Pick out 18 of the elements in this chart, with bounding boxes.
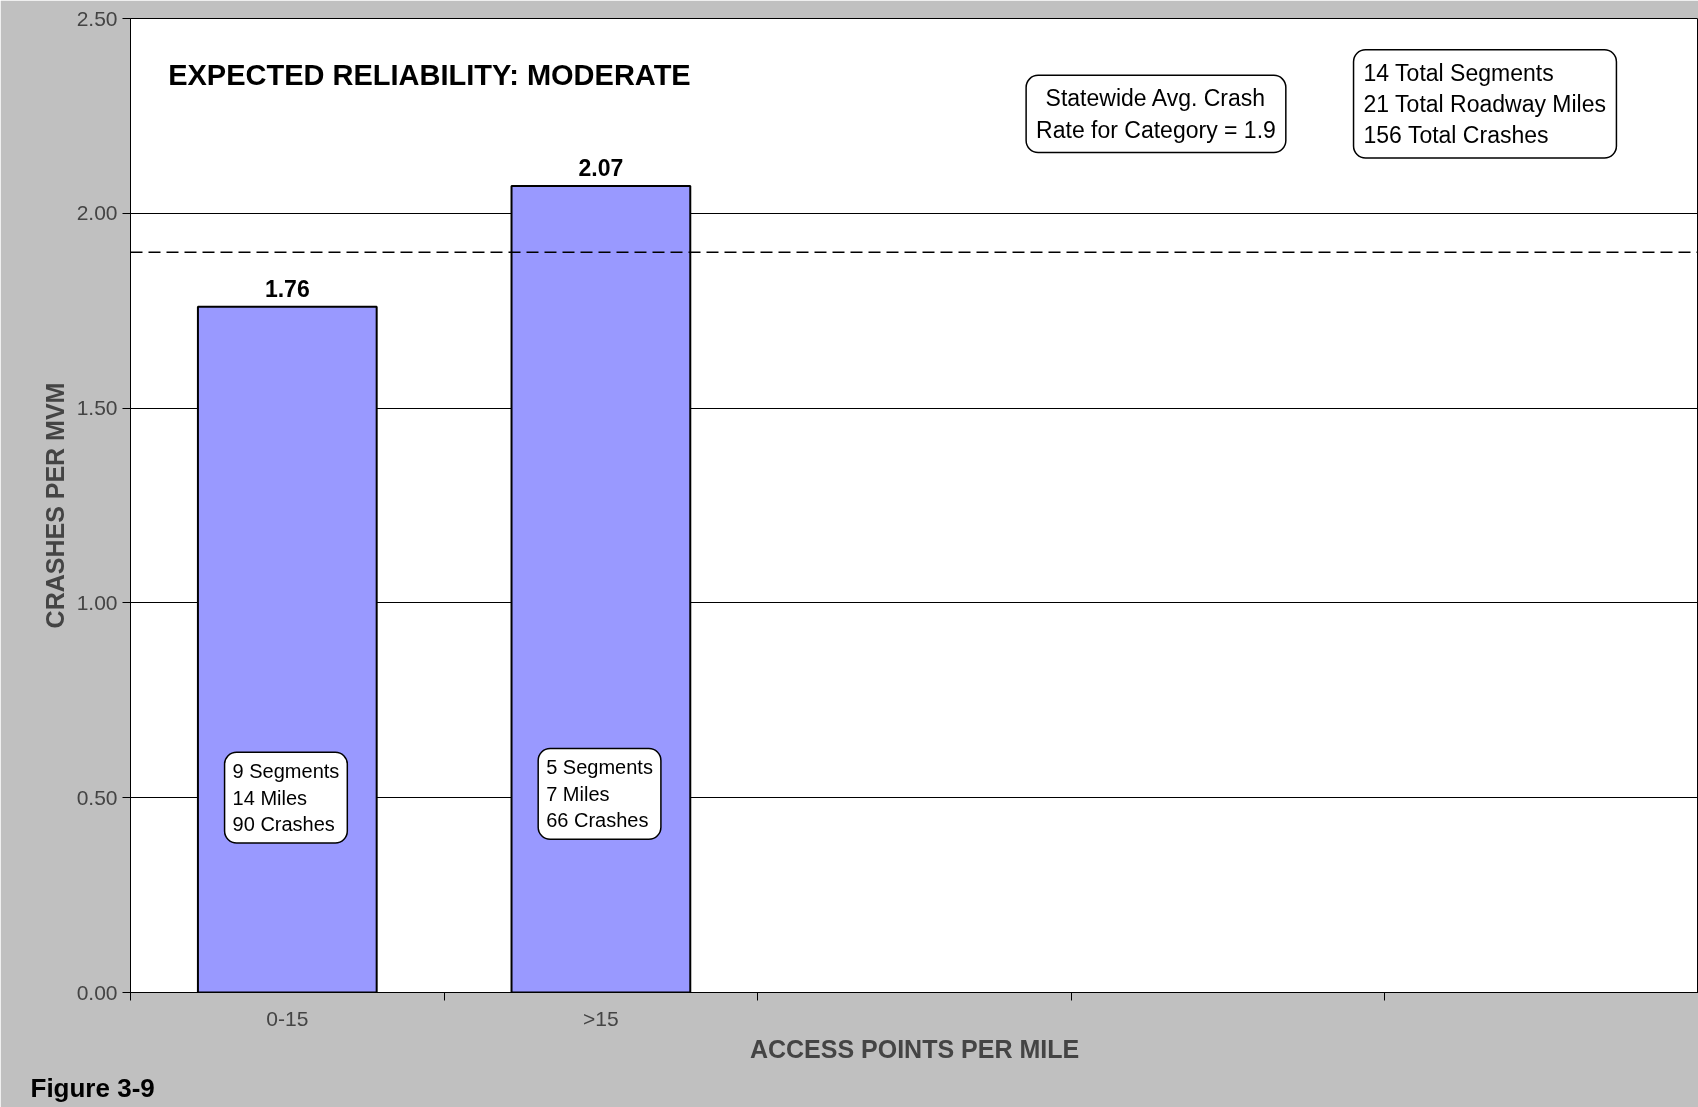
y-tick-label: 0.50 [76, 785, 118, 809]
y-tick-label: 0.00 [76, 980, 118, 1004]
y-tick-label: 2.00 [76, 201, 118, 225]
annotation: 14 Total Segments 21 Total Roadway Miles 156 Total Crashes [1363, 59, 1607, 149]
text: EXPECTED RELIABILITY: MODERATE [168, 58, 691, 91]
annotation: 9 Segments 14 Miles 90 Crashes [232, 760, 340, 836]
data-label: 1.76 [264, 275, 310, 302]
caption: Figure 3-9 [30, 1072, 155, 1103]
x-tick-label: 0-15 [266, 1006, 309, 1030]
x-tick-label: >15 [583, 1006, 619, 1030]
annotation: Statewide Avg. Crash Rate for Category = 1.9 [1036, 85, 1276, 143]
y-tick-label: 1.50 [76, 396, 118, 420]
y-axis-title: CRASHES PER MVM [40, 382, 69, 629]
data-label: 2.07 [578, 155, 624, 182]
annotation: 5 Segments 7 Miles 66 Crashes [546, 756, 653, 832]
y-tick-label: 1.00 [76, 590, 118, 614]
y-tick-label: 2.50 [76, 6, 118, 30]
x-axis-title: ACCESS POINTS PER MILE [749, 1034, 1080, 1063]
